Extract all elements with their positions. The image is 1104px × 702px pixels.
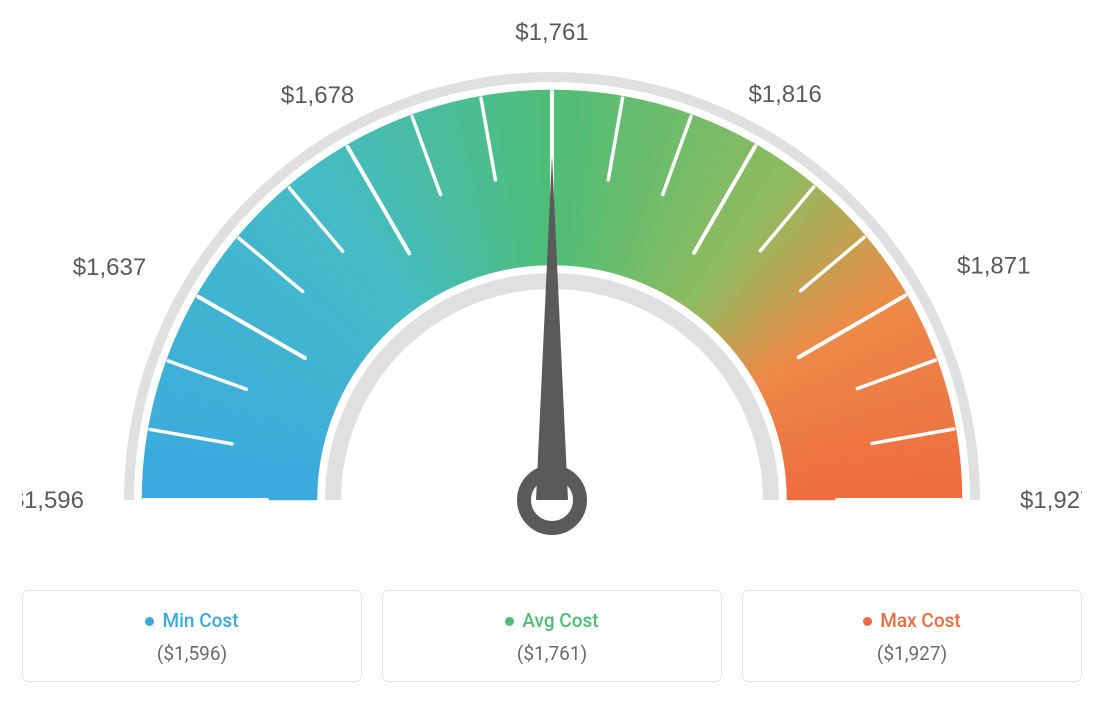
min-cost-value: ($1,596) — [33, 642, 351, 665]
max-cost-value: ($1,927) — [753, 642, 1071, 665]
max-cost-dot — [863, 617, 872, 626]
avg-cost-label: Avg Cost — [522, 609, 598, 632]
avg-cost-value: ($1,761) — [393, 642, 711, 665]
svg-text:$1,816: $1,816 — [748, 81, 821, 108]
svg-text:$1,761: $1,761 — [515, 20, 588, 46]
svg-text:$1,678: $1,678 — [281, 82, 354, 109]
svg-text:$1,871: $1,871 — [957, 253, 1030, 280]
avg-cost-dot — [505, 617, 514, 626]
svg-text:$1,637: $1,637 — [73, 254, 146, 281]
max-cost-title: Max Cost — [753, 609, 1071, 632]
max-cost-label: Max Cost — [880, 609, 960, 632]
summary-cards: Min Cost ($1,596) Avg Cost ($1,761) Max … — [22, 590, 1082, 682]
max-cost-card: Max Cost ($1,927) — [742, 590, 1082, 682]
gauge-chart: $1,596 $1,637 $1,678 $1,761 $1,816 $1,871 $1,9… — [22, 20, 1082, 580]
min-cost-title: Min Cost — [33, 609, 351, 632]
svg-text:$1,596: $1,596 — [22, 487, 84, 514]
svg-text:$1,927: $1,927 — [1020, 487, 1082, 514]
avg-cost-card: Avg Cost ($1,761) — [382, 590, 722, 682]
min-cost-dot — [145, 617, 154, 626]
avg-cost-title: Avg Cost — [393, 609, 711, 632]
min-cost-card: Min Cost ($1,596) — [22, 590, 362, 682]
min-cost-label: Min Cost — [162, 609, 238, 632]
